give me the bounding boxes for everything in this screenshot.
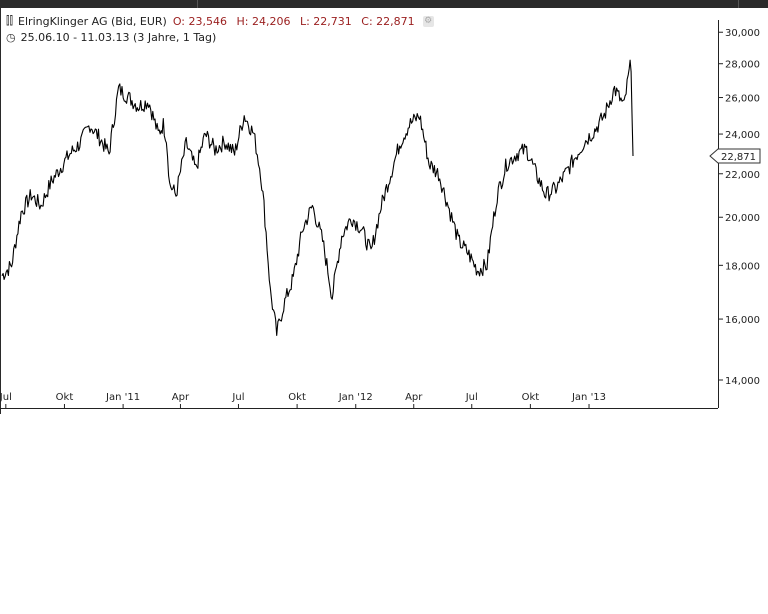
- low-value: L: 22,731: [299, 14, 352, 28]
- y-tick-label: 16,000: [725, 315, 760, 326]
- last-value-label: 22,871: [721, 152, 756, 163]
- clock-icon[interactable]: ◷: [6, 30, 16, 44]
- y-tick-label: 30,000: [725, 28, 760, 39]
- high-value: H: 24,206: [236, 14, 291, 28]
- window-top-bar: [0, 0, 768, 8]
- x-tick-label: Jan '11: [105, 392, 140, 403]
- x-tick-label: Apr: [405, 392, 423, 403]
- open-value: O: 23,546: [172, 14, 227, 28]
- x-tick-label: Okt: [56, 392, 74, 403]
- last-value-marker: [709, 148, 761, 164]
- x-tick-label: Jan '12: [338, 392, 373, 403]
- y-tick-label: 22,000: [725, 170, 760, 181]
- ohlc-values: O: 23,546 H: 24,206 L: 22,731 C: 22,871: [173, 15, 421, 28]
- y-tick-label: 28,000: [725, 60, 760, 71]
- x-tick-label: Jan '13: [571, 392, 606, 403]
- price-series-line: [1, 59, 634, 336]
- top-bar-divider: [738, 0, 739, 8]
- instrument-header: ⫿⫿ ElringKlinger AG (Bid, EUR) O: 23,546…: [6, 13, 434, 29]
- x-tick-label: Jul: [231, 392, 244, 403]
- gear-icon[interactable]: ⚙: [422, 15, 434, 27]
- y-tick-label: 26,000: [725, 94, 760, 105]
- y-tick-label: 24,000: [725, 130, 760, 141]
- chart-left-border: [0, 8, 1, 414]
- date-range-row: ◷ 25.06.10 - 11.03.13 (3 Jahre, 1 Tag): [6, 29, 216, 45]
- x-tick-label: Okt: [288, 392, 306, 403]
- date-range: 25.06.10 - 11.03.13 (3 Jahre, 1 Tag): [20, 30, 217, 44]
- y-tick-label: 18,000: [725, 261, 760, 272]
- x-tick-label: Jul: [0, 392, 12, 403]
- x-tick-label: Jul: [465, 392, 478, 403]
- x-tick-label: Okt: [522, 392, 540, 403]
- instrument-name: ElringKlinger AG (Bid, EUR): [18, 14, 167, 28]
- y-tick-label: 14,000: [725, 376, 760, 387]
- y-tick-label: 20,000: [725, 213, 760, 224]
- top-bar-divider: [197, 0, 198, 8]
- ohlc-bars-icon[interactable]: ⫿⫿: [6, 14, 14, 27]
- close-value: C: 22,871: [361, 14, 415, 28]
- x-tick-label: Apr: [172, 392, 190, 403]
